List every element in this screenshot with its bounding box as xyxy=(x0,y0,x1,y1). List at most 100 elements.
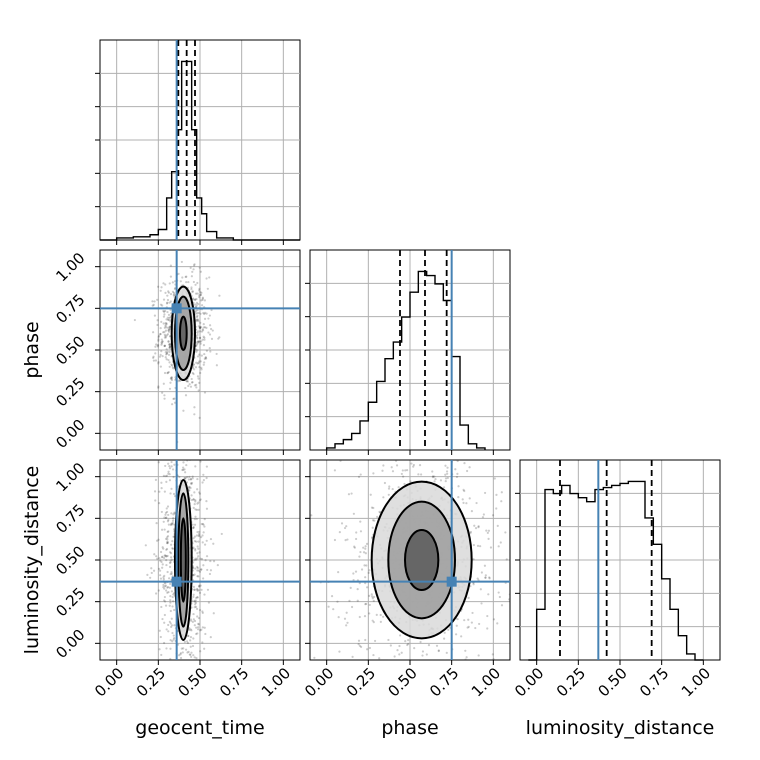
sample-point xyxy=(203,543,207,546)
sample-point xyxy=(164,336,168,339)
sample-point xyxy=(186,380,190,383)
sample-point xyxy=(372,519,375,522)
sample-point xyxy=(200,299,203,302)
sample-point xyxy=(199,326,202,329)
sample-point xyxy=(207,601,211,604)
sample-point xyxy=(195,319,198,322)
sample-point xyxy=(166,294,169,297)
sample-point xyxy=(198,289,201,292)
sample-point xyxy=(201,338,204,341)
sample-point xyxy=(156,323,159,327)
sample-point xyxy=(202,523,205,526)
sample-point xyxy=(372,621,375,624)
sample-point xyxy=(161,304,164,307)
sample-point xyxy=(194,499,197,502)
sample-point xyxy=(199,330,202,333)
sample-point xyxy=(480,571,483,574)
sample-point xyxy=(160,481,163,484)
sample-point xyxy=(169,595,172,598)
sample-point xyxy=(368,594,371,597)
sample-point xyxy=(434,477,437,481)
sample-point xyxy=(164,582,167,585)
sample-point xyxy=(159,353,162,356)
sample-point xyxy=(188,489,191,492)
sample-point xyxy=(400,472,403,476)
sample-point xyxy=(433,475,436,478)
sample-point xyxy=(483,564,487,567)
sample-point xyxy=(363,564,366,567)
sample-point xyxy=(198,326,202,330)
sample-point xyxy=(156,344,159,347)
sample-point xyxy=(168,346,171,349)
sample-point xyxy=(195,297,198,301)
sample-point xyxy=(433,445,435,447)
sample-point xyxy=(193,406,196,409)
sample-point xyxy=(166,333,169,336)
sample-point xyxy=(194,549,197,552)
sample-point xyxy=(352,578,355,582)
sample-point xyxy=(167,329,170,332)
sample-point xyxy=(444,477,448,480)
sample-point xyxy=(199,325,203,329)
sample-point xyxy=(180,260,183,264)
sample-point xyxy=(195,626,198,629)
sample-point xyxy=(463,619,466,622)
sample-point xyxy=(193,606,196,609)
sample-point xyxy=(196,596,199,599)
sample-point xyxy=(195,596,198,600)
sample-point xyxy=(435,644,439,647)
sample-point xyxy=(207,317,210,320)
sample-point xyxy=(187,670,189,672)
sample-point xyxy=(194,298,197,301)
sample-point xyxy=(209,537,213,541)
sample-point xyxy=(163,326,166,329)
sample-point xyxy=(159,327,162,330)
sample-point xyxy=(198,591,202,595)
sample-point xyxy=(198,534,201,537)
sample-point xyxy=(381,469,384,472)
sample-point xyxy=(165,348,168,351)
sample-point xyxy=(353,545,356,548)
sample-point xyxy=(163,371,167,375)
sample-point xyxy=(159,303,163,306)
sample-point xyxy=(171,415,173,417)
sample-point xyxy=(185,463,188,467)
sample-point xyxy=(200,522,203,526)
sample-point xyxy=(469,530,473,534)
sample-point xyxy=(170,376,173,379)
sample-point xyxy=(209,350,212,353)
sample-point xyxy=(171,468,175,471)
sample-point xyxy=(197,325,200,328)
sample-point xyxy=(189,645,192,648)
sample-point xyxy=(356,599,359,602)
sample-point xyxy=(169,381,172,384)
sample-point xyxy=(162,586,165,589)
sample-point xyxy=(201,534,204,537)
sample-point xyxy=(206,287,209,290)
sample-point xyxy=(169,492,172,495)
sample-point xyxy=(194,298,197,301)
sample-point xyxy=(172,492,176,496)
sample-point xyxy=(194,547,197,551)
sample-point xyxy=(189,486,192,490)
sample-point xyxy=(491,653,494,656)
sample-point xyxy=(431,475,435,478)
sample-point xyxy=(196,545,199,548)
sample-point xyxy=(196,314,199,317)
sample-point xyxy=(203,326,207,329)
sample-point xyxy=(431,476,435,479)
sample-point xyxy=(198,491,201,494)
sample-point xyxy=(330,594,334,598)
truth-marker-geocent_time-vs-phase xyxy=(171,303,182,314)
sample-point xyxy=(169,599,172,602)
sample-point xyxy=(193,503,196,506)
sample-point xyxy=(192,618,195,621)
sample-point xyxy=(198,381,201,384)
sample-point xyxy=(198,353,201,356)
sample-point xyxy=(196,488,199,491)
sample-point xyxy=(155,522,158,525)
sample-point xyxy=(359,530,363,533)
sample-point xyxy=(480,602,483,605)
sample-point xyxy=(491,514,495,517)
density-phase-vs-luminosity_distance xyxy=(310,445,510,660)
